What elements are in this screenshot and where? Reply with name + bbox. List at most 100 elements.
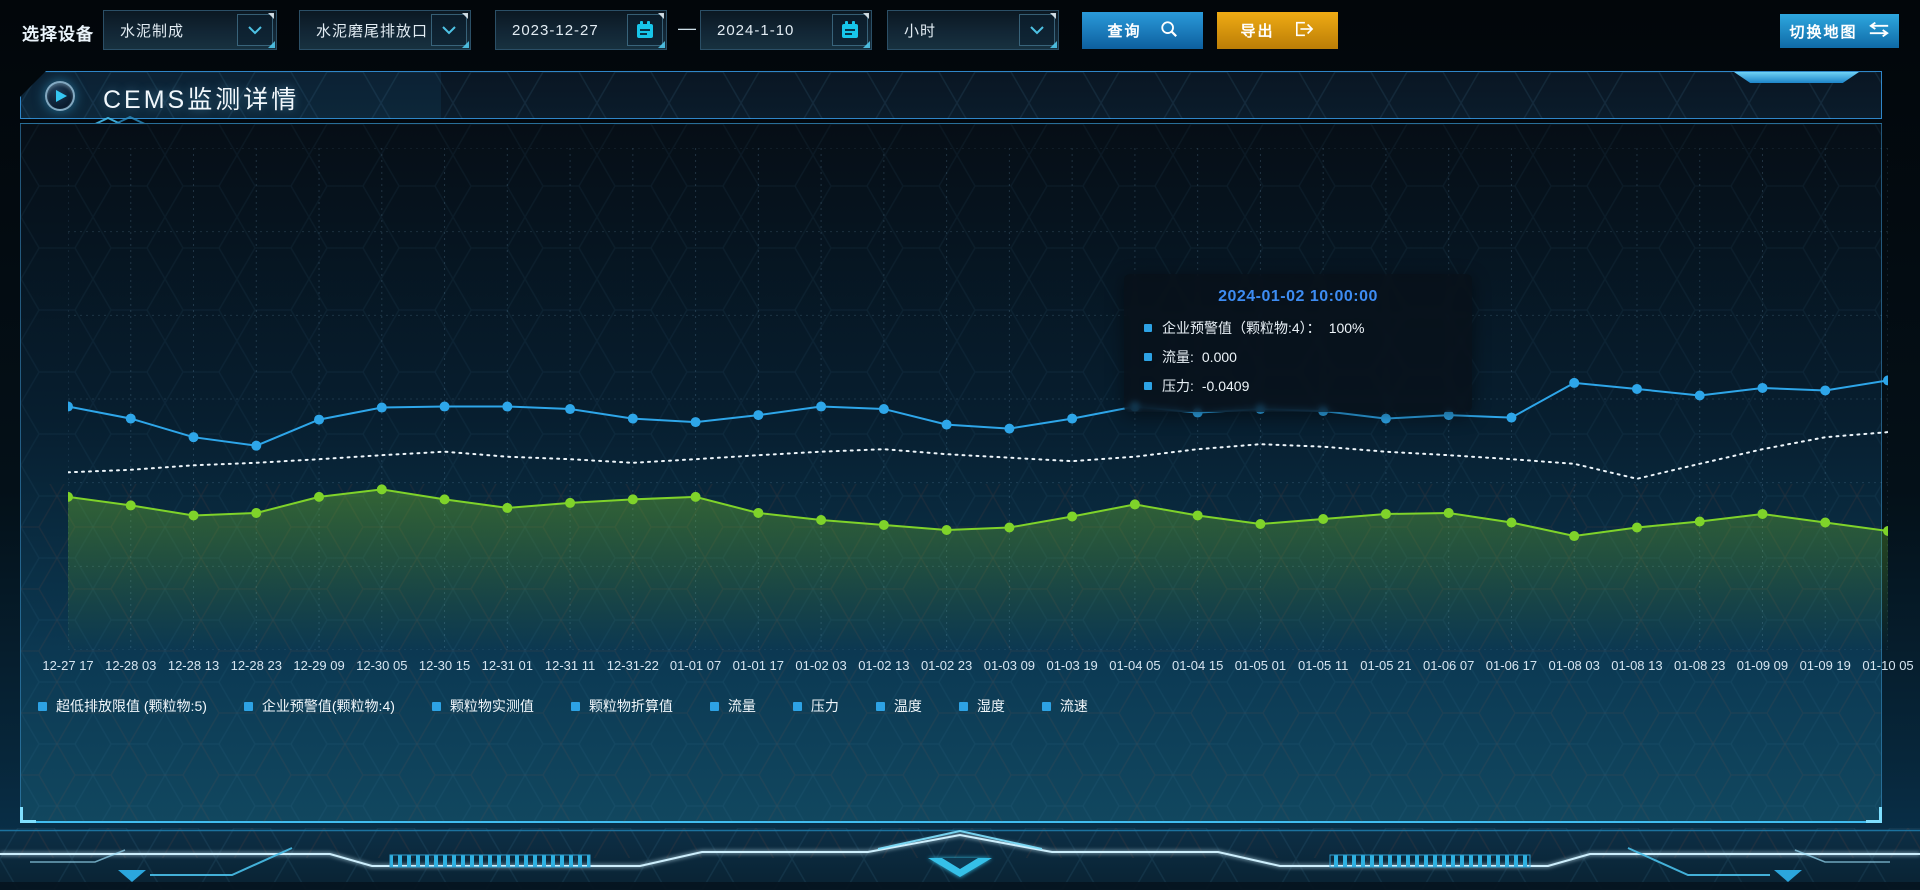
data-point-marker[interactable] — [878, 404, 889, 415]
play-icon[interactable] — [45, 81, 75, 111]
data-point-marker[interactable] — [753, 410, 764, 421]
data-point-marker[interactable] — [251, 440, 262, 451]
legend-item[interactable]: 温度 — [875, 696, 922, 716]
legend-item[interactable]: 压力 — [792, 696, 839, 716]
calendar-icon[interactable] — [627, 14, 663, 46]
data-point-marker[interactable] — [502, 502, 513, 513]
legend-item[interactable]: 超低排放限值 (颗粒物:5) — [38, 696, 207, 716]
data-point-marker[interactable] — [1443, 507, 1454, 518]
data-point-marker[interactable] — [1569, 531, 1580, 542]
tooltip-item-value: 100% — [1328, 320, 1365, 336]
legend-item[interactable]: 流量 — [709, 696, 756, 716]
data-point-marker[interactable] — [816, 514, 827, 525]
data-point-marker[interactable] — [690, 491, 701, 502]
chevron-down-icon[interactable] — [431, 14, 467, 46]
data-point-marker[interactable] — [188, 432, 199, 443]
series-green-area-line[interactable] — [67, 488, 1889, 538]
device-select[interactable]: 水泥制成 — [103, 10, 277, 50]
x-axis-label: 01-05 21 — [1360, 658, 1412, 673]
export-button-label: 导出 — [1240, 23, 1275, 40]
footer-decoration — [0, 828, 1920, 890]
chart-tooltip: 2024-01-02 10:00:00 企业预警值（颗粒物:4）： 100% 流量:… — [1124, 274, 1472, 412]
x-axis-label: 12-27 17 — [42, 658, 94, 673]
data-point-marker[interactable] — [1694, 390, 1705, 401]
legend-item[interactable]: 企业预警值(颗粒物:4) — [243, 696, 395, 716]
data-point-marker[interactable] — [125, 500, 136, 511]
data-point-marker[interactable] — [1757, 382, 1768, 393]
switch-map-label: 切换地图 — [1789, 23, 1858, 41]
data-point-marker[interactable] — [314, 491, 325, 502]
data-point-marker[interactable] — [1631, 522, 1642, 533]
data-point-marker[interactable] — [627, 413, 638, 424]
data-point-marker[interactable] — [376, 484, 387, 495]
data-point-marker[interactable] — [941, 525, 952, 536]
data-point-marker[interactable] — [1318, 513, 1329, 524]
legend-item[interactable]: 湿度 — [958, 696, 1005, 716]
data-point-marker[interactable] — [753, 507, 764, 518]
legend-item[interactable]: 颗粒物实测值 — [431, 696, 534, 716]
data-point-marker[interactable] — [1255, 518, 1266, 529]
data-point-marker[interactable] — [188, 510, 199, 521]
chevron-down-icon[interactable] — [1019, 14, 1055, 46]
data-point-marker[interactable] — [439, 494, 450, 505]
calendar-icon[interactable] — [832, 14, 868, 46]
end-date-input[interactable]: 2024-1-10 — [700, 10, 872, 50]
data-point-marker[interactable] — [1067, 511, 1078, 522]
data-point-marker[interactable] — [627, 494, 638, 505]
x-axis-label: 01-04 15 — [1171, 658, 1224, 673]
data-point-marker[interactable] — [1129, 499, 1140, 510]
legend-item[interactable]: 流速 — [1041, 696, 1088, 716]
tooltip-item: 压力: -0.0409 — [1144, 376, 1452, 396]
data-point-marker[interactable] — [1067, 413, 1078, 424]
data-point-marker[interactable] — [63, 401, 73, 412]
data-point-marker[interactable] — [1380, 508, 1391, 519]
x-axis-label: 12-28 23 — [230, 658, 282, 673]
line-chart[interactable] — [63, 147, 1893, 651]
data-point-marker[interactable] — [1443, 410, 1454, 421]
data-point-marker[interactable] — [816, 401, 827, 412]
data-point-marker[interactable] — [565, 497, 576, 508]
data-point-marker[interactable] — [1004, 522, 1015, 533]
x-axis-label: 01-02 03 — [795, 658, 847, 673]
start-date-input[interactable]: 2023-12-27 — [495, 10, 667, 50]
data-point-marker[interactable] — [251, 507, 262, 518]
data-point-marker[interactable] — [502, 401, 513, 412]
x-axis-label: 01-08 23 — [1674, 658, 1726, 673]
chevron-down-icon[interactable] — [237, 14, 273, 46]
data-point-marker[interactable] — [1380, 413, 1391, 424]
data-point-marker[interactable] — [439, 401, 450, 412]
data-point-marker[interactable] — [376, 402, 387, 413]
series-blue-markers-line[interactable] — [67, 379, 1889, 447]
data-point-marker[interactable] — [1757, 508, 1768, 519]
interval-select[interactable]: 小时 — [887, 10, 1059, 50]
data-point-marker[interactable] — [1004, 423, 1015, 434]
data-point-marker[interactable] — [1820, 385, 1831, 396]
query-button[interactable]: 查询 — [1082, 12, 1203, 49]
chart-canvas[interactable] — [63, 147, 1893, 651]
data-point-marker[interactable] — [941, 419, 952, 430]
tooltip-series-marker-icon — [1144, 353, 1152, 361]
x-axis-label: 01-01 07 — [669, 658, 722, 673]
tooltip-item: 企业预警值（颗粒物:4）： 100% — [1144, 318, 1452, 338]
data-point-marker[interactable] — [1631, 383, 1642, 394]
export-button[interactable]: 导出 — [1217, 12, 1338, 49]
data-point-marker[interactable] — [1883, 375, 1893, 386]
outlet-select[interactable]: 水泥磨尾排放口 — [299, 10, 471, 50]
data-point-marker[interactable] — [878, 520, 889, 531]
data-point-marker[interactable] — [1694, 516, 1705, 527]
switch-arrows-icon — [1868, 21, 1890, 41]
data-point-marker[interactable] — [1506, 517, 1517, 528]
legend-marker-icon — [431, 701, 441, 711]
data-point-marker[interactable] — [565, 404, 576, 415]
data-point-marker[interactable] — [1506, 412, 1517, 423]
data-point-marker[interactable] — [690, 417, 701, 428]
x-axis-label: 12-31 11 — [544, 658, 596, 673]
series-white-dotted-line[interactable] — [67, 431, 1889, 480]
switch-map-button[interactable]: 切换地图 — [1780, 14, 1899, 48]
data-point-marker[interactable] — [1569, 377, 1580, 388]
data-point-marker[interactable] — [1192, 510, 1203, 521]
legend-item[interactable]: 颗粒物折算值 — [570, 696, 673, 716]
data-point-marker[interactable] — [314, 414, 325, 425]
data-point-marker[interactable] — [1820, 517, 1831, 528]
data-point-marker[interactable] — [125, 413, 136, 424]
